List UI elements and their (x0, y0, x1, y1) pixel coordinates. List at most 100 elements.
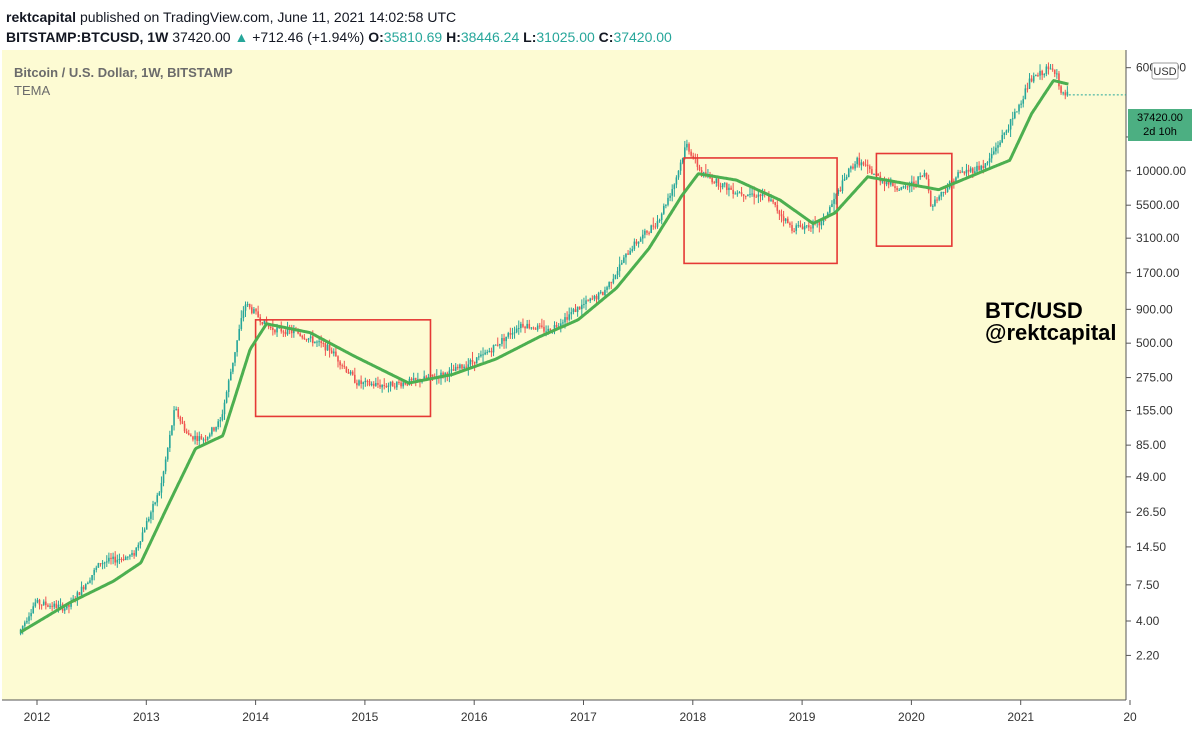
candle-body (236, 340, 238, 353)
candle-body (461, 364, 463, 369)
candle-body (181, 421, 184, 424)
bar-countdown: 2d 10h (1143, 126, 1177, 138)
candle-body (719, 186, 722, 188)
time-tick-label: 2018 (679, 710, 706, 724)
candle-body (101, 563, 104, 565)
candle-body (593, 295, 596, 299)
candle-body (414, 378, 417, 380)
candle-body (28, 616, 30, 621)
candle-body (404, 382, 407, 385)
last-price: 37420.00 (172, 29, 231, 45)
candle-body (293, 330, 295, 334)
candle-body (154, 502, 156, 505)
candle-body (1007, 129, 1010, 131)
candle-body (93, 569, 95, 576)
last-price-label (1128, 109, 1192, 141)
candle-body (759, 194, 762, 197)
candle-body (105, 561, 108, 563)
candle-body (742, 194, 745, 196)
candle-body (356, 382, 358, 386)
candle-body (564, 317, 566, 323)
candle-body (829, 207, 831, 213)
candle-body (957, 172, 959, 178)
candle-body (524, 326, 526, 329)
candle-body (200, 436, 203, 440)
candle-body (364, 380, 367, 383)
candle-body (591, 298, 594, 300)
watermark-line-2: @rektcapital (985, 320, 1117, 345)
candle-body (40, 604, 43, 606)
candle-body (169, 434, 171, 448)
candle-body (358, 380, 360, 386)
candle-body (532, 327, 535, 329)
price-tick-label: 2.20 (1136, 648, 1160, 662)
candle-body (21, 625, 24, 630)
candle-body (971, 168, 974, 173)
price-tick-label: 900.00 (1136, 302, 1173, 316)
candle-body (618, 264, 621, 272)
candle-body (290, 330, 293, 334)
plot-area[interactable] (2, 50, 1126, 700)
candle-body (225, 391, 228, 403)
candle-body (1022, 99, 1025, 104)
candle-body (490, 350, 493, 353)
candle-body (469, 360, 472, 365)
candle-body (887, 182, 890, 185)
candle-body (242, 310, 245, 319)
candle-body (76, 592, 79, 601)
candle-body (690, 151, 692, 156)
candle-body (963, 171, 966, 174)
currency-badge[interactable] (1151, 62, 1179, 80)
candle-body (263, 319, 266, 325)
candle-body (1037, 75, 1039, 77)
candle-body (229, 371, 232, 381)
time-axis[interactable]: 2012 2013 2014 2015 2016 2017 2018 2019 2020 2021… (24, 700, 1137, 724)
candle-body (791, 225, 793, 231)
candle-body (808, 225, 810, 228)
price-tick-label: 14.50 (1136, 540, 1166, 554)
candle-body (845, 176, 848, 179)
candle-body (257, 311, 259, 318)
candle-body (368, 381, 371, 386)
candle-body (757, 194, 760, 197)
candle-body (536, 325, 539, 330)
price-axis[interactable]: 60000.0018000.0010000.005500.003100.0017… (1126, 61, 1186, 663)
candle-body (135, 547, 138, 556)
candle-body (595, 295, 598, 300)
candle-body (902, 186, 905, 188)
candle-body (1020, 103, 1022, 105)
candle-body (1028, 78, 1031, 89)
candle-body (896, 188, 898, 191)
candle-body (215, 426, 217, 431)
candle-body (345, 366, 348, 373)
candle-body (118, 558, 121, 560)
candle-body (978, 165, 980, 170)
candle-body (164, 459, 167, 472)
candle-body (375, 383, 377, 386)
last-price-axis-value: 37420.00 (1137, 112, 1183, 124)
candle-body (837, 190, 840, 195)
candle-body (656, 221, 659, 227)
candle-body (606, 287, 608, 290)
candle-body (547, 328, 549, 332)
price-tick-label: 10000.00 (1136, 164, 1186, 178)
candle-body (467, 364, 470, 368)
time-tick-label: 2017 (570, 710, 597, 724)
candle-body (116, 559, 119, 563)
candle-body (393, 386, 396, 388)
candle-body (227, 380, 230, 392)
candle-body (173, 410, 175, 426)
candle-body (641, 234, 644, 239)
candle-body (576, 306, 579, 312)
candle-body (984, 163, 987, 169)
candle-body (385, 386, 388, 388)
candle-body (175, 409, 177, 411)
candle-body (885, 182, 888, 185)
candle-body (959, 172, 961, 174)
candle-body (782, 216, 785, 221)
candle-body (396, 381, 398, 388)
candle-body (730, 187, 732, 190)
candle-body (473, 361, 476, 364)
candle-body (517, 328, 520, 330)
